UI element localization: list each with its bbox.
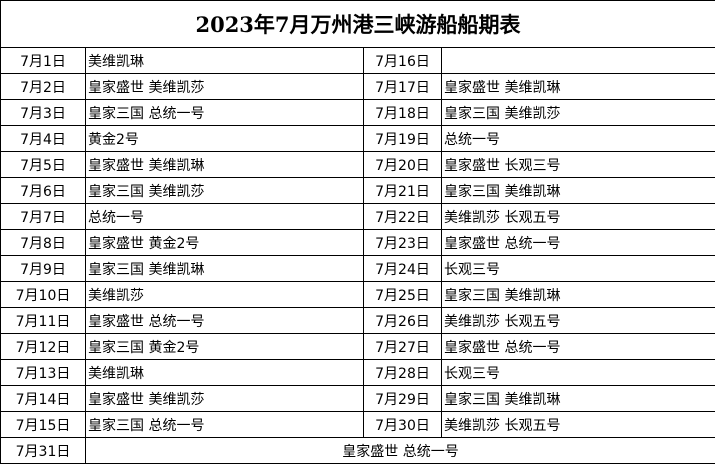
table-row: 7月5日 皇家盛世 美维凯琳 7月20日 皇家盛世 长观三号	[0, 151, 715, 178]
date-cell: 7月20日	[363, 151, 442, 178]
date-cell: 7月18日	[363, 99, 442, 126]
table-row: 7月13日 美维凯琳 7月28日 长观三号	[0, 359, 715, 386]
ships-cell: 美维凯莎 长观五号	[441, 307, 715, 334]
date-cell: 7月29日	[363, 385, 442, 412]
table-row: 7月1日 美维凯琳 7月16日	[0, 47, 715, 74]
ships-cell: 皇家盛世 美维凯琳	[85, 151, 364, 178]
date-cell: 7月2日	[0, 73, 86, 100]
table-row: 7月15日 皇家三国 总统一号 7月30日 美维凯莎 长观五号	[0, 411, 715, 438]
ships-cell: 皇家三国 美维凯莎	[441, 99, 715, 126]
date-cell: 7月11日	[0, 307, 86, 334]
page-title: 2023年7月万州港三峡游船船期表	[0, 0, 715, 48]
date-cell: 7月31日	[0, 437, 86, 464]
table-row: 7月11日 皇家盛世 总统一号 7月26日 美维凯莎 长观五号	[0, 307, 715, 334]
ships-cell: 皇家三国 美维凯琳	[441, 177, 715, 204]
table-row-last: 7月31日 皇家盛世 总统一号	[0, 437, 715, 464]
date-cell: 7月5日	[0, 151, 86, 178]
ships-cell: 皇家三国 黄金2号	[85, 333, 364, 360]
table-row: 7月8日 皇家盛世 黄金2号 7月23日 皇家盛世 总统一号	[0, 229, 715, 256]
ships-cell: 皇家盛世 美维凯莎	[85, 73, 364, 100]
date-cell: 7月23日	[363, 229, 442, 256]
date-cell: 7月4日	[0, 125, 86, 152]
date-cell: 7月17日	[363, 73, 442, 100]
date-cell: 7月13日	[0, 359, 86, 386]
date-cell: 7月14日	[0, 385, 86, 412]
ships-cell: 皇家三国 美维凯琳	[441, 281, 715, 308]
table-row: 7月9日 皇家三国 美维凯琳 7月24日 长观三号	[0, 255, 715, 282]
ships-cell: 美维凯琳	[85, 359, 364, 386]
date-cell: 7月3日	[0, 99, 86, 126]
date-cell: 7月10日	[0, 281, 86, 308]
ships-cell: 皇家盛世 美维凯琳	[441, 73, 715, 100]
ships-cell: 总统一号	[85, 203, 364, 230]
date-cell: 7月28日	[363, 359, 442, 386]
date-cell: 7月8日	[0, 229, 86, 256]
ships-cell: 皇家三国 美维凯琳	[85, 255, 364, 282]
ships-cell: 皇家盛世 黄金2号	[85, 229, 364, 256]
date-cell: 7月9日	[0, 255, 86, 282]
ships-cell: 皇家盛世 总统一号	[85, 307, 364, 334]
table-row: 7月10日 美维凯莎 7月25日 皇家三国 美维凯琳	[0, 281, 715, 308]
ships-cell: 皇家三国 总统一号	[85, 99, 364, 126]
ships-cell: 皇家盛世 长观三号	[441, 151, 715, 178]
ships-cell: 长观三号	[441, 255, 715, 282]
date-cell: 7月16日	[363, 47, 442, 74]
date-cell: 7月19日	[363, 125, 442, 152]
table-row: 7月3日 皇家三国 总统一号 7月18日 皇家三国 美维凯莎	[0, 99, 715, 126]
date-cell: 7月1日	[0, 47, 86, 74]
ships-cell: 皇家盛世 总统一号	[441, 333, 715, 360]
date-cell: 7月21日	[363, 177, 442, 204]
date-cell: 7月15日	[0, 411, 86, 438]
date-cell: 7月25日	[363, 281, 442, 308]
date-cell: 7月24日	[363, 255, 442, 282]
table-row: 7月2日 皇家盛世 美维凯莎 7月17日 皇家盛世 美维凯琳	[0, 73, 715, 100]
table-row: 7月12日 皇家三国 黄金2号 7月27日 皇家盛世 总统一号	[0, 333, 715, 360]
table-row: 7月4日 黄金2号 7月19日 总统一号	[0, 125, 715, 152]
ships-cell: 皇家盛世 总统一号	[85, 437, 715, 464]
date-cell: 7月7日	[0, 203, 86, 230]
ships-cell: 美维凯莎 长观五号	[441, 411, 715, 438]
ships-cell	[441, 47, 715, 74]
ships-cell: 皇家盛世 总统一号	[441, 229, 715, 256]
title-row: 2023年7月万州港三峡游船船期表	[0, 0, 715, 48]
ships-cell: 美维凯琳	[85, 47, 364, 74]
date-cell: 7月27日	[363, 333, 442, 360]
date-cell: 7月12日	[0, 333, 86, 360]
ships-cell: 皇家三国 美维凯琳	[441, 385, 715, 412]
table-row: 7月14日 皇家盛世 美维凯莎 7月29日 皇家三国 美维凯琳	[0, 385, 715, 412]
ships-cell: 美维凯莎 长观五号	[441, 203, 715, 230]
date-cell: 7月26日	[363, 307, 442, 334]
ships-cell: 黄金2号	[85, 125, 364, 152]
table-row: 7月6日 皇家三国 美维凯莎 7月21日 皇家三国 美维凯琳	[0, 177, 715, 204]
ships-cell: 皇家盛世 美维凯莎	[85, 385, 364, 412]
ships-cell: 皇家三国 美维凯莎	[85, 177, 364, 204]
date-cell: 7月6日	[0, 177, 86, 204]
date-cell: 7月30日	[363, 411, 442, 438]
date-cell: 7月22日	[363, 203, 442, 230]
ships-cell: 美维凯莎	[85, 281, 364, 308]
ships-cell: 长观三号	[441, 359, 715, 386]
ships-cell: 总统一号	[441, 125, 715, 152]
ships-cell: 皇家三国 总统一号	[85, 411, 364, 438]
table-row: 7月7日 总统一号 7月22日 美维凯莎 长观五号	[0, 203, 715, 230]
